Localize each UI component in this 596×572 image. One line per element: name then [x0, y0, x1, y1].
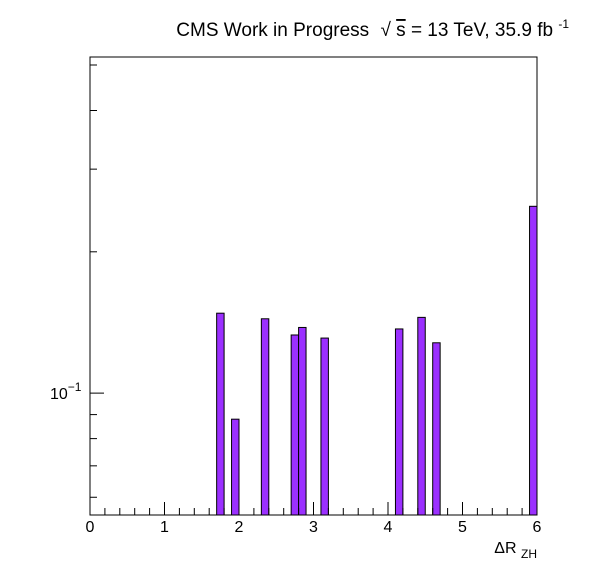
- title-prefix: CMS Work in Progress: [176, 20, 369, 41]
- chart-title: CMS Work in Progress √ s = 13 TeV, 35.9 …: [176, 17, 569, 41]
- histogram-bar: [432, 342, 441, 516]
- histogram-bar: [231, 418, 240, 516]
- x-axis-title-subscript: ZH: [521, 547, 537, 561]
- x-tick-label: 1: [160, 519, 169, 536]
- y-tick-label: 10−1: [50, 380, 82, 403]
- histogram-bar: [394, 328, 404, 516]
- histogram-bar: [529, 205, 538, 516]
- x-tick-label: 0: [86, 519, 95, 536]
- axis-labels: 0 1 2 3 4 5 6 10−1: [50, 380, 542, 536]
- sqrt-symbol: √: [380, 20, 391, 41]
- x-tick-label: 4: [384, 519, 393, 536]
- x-tick-label: 2: [235, 519, 244, 536]
- histogram-bars: [90, 205, 538, 516]
- title-energy-lumi: = 13 TeV, 35.9 fb: [411, 20, 553, 41]
- histogram-bar: [290, 334, 300, 516]
- histogram-bar: [216, 312, 225, 516]
- histogram-bar: [417, 316, 426, 516]
- title-lumi-exponent: -1: [558, 17, 569, 31]
- plot-frame: [89, 56, 538, 516]
- x-tick-label: 6: [533, 519, 542, 536]
- x-tick-label: 3: [309, 519, 318, 536]
- sqrt-argument: s: [396, 20, 406, 41]
- x-axis-title-main: ΔR: [494, 540, 516, 557]
- histogram-bar: [260, 318, 270, 516]
- histogram-bar: [320, 337, 329, 516]
- x-axis-title: ΔR ZH: [494, 540, 537, 561]
- histogram-bar: [298, 326, 307, 516]
- axis-ticks: [89, 64, 538, 515]
- x-tick-label: 5: [458, 519, 467, 536]
